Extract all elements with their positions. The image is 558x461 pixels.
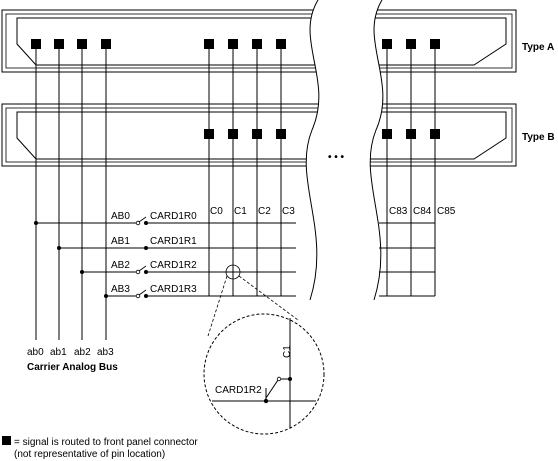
pin bbox=[382, 129, 392, 139]
zoom-column-label: C1 bbox=[282, 345, 293, 358]
switch-label-ab0: AB0 bbox=[111, 211, 130, 222]
switch-ab3 bbox=[135, 289, 148, 299]
diagram-break bbox=[305, 0, 384, 301]
bus-label-ab3: ab3 bbox=[97, 347, 114, 358]
bus-switches bbox=[135, 216, 148, 299]
pin bbox=[252, 129, 262, 139]
pin bbox=[228, 39, 238, 49]
switch-label-ab1: AB1 bbox=[111, 236, 130, 247]
bus-taps bbox=[34, 221, 146, 298]
pin bbox=[276, 39, 286, 49]
type-a-pins bbox=[31, 39, 440, 49]
row-label-r2: CARD1R2 bbox=[150, 260, 197, 271]
connector-type-b bbox=[1, 103, 517, 167]
column-label-c85: C85 bbox=[437, 206, 456, 217]
bus-label-ab0: ab0 bbox=[27, 347, 44, 358]
pin bbox=[101, 39, 111, 49]
row-label-r3: CARD1R3 bbox=[150, 284, 197, 295]
pin bbox=[276, 129, 286, 139]
row-label-r1: CARD1R1 bbox=[150, 236, 197, 247]
column-label-c84: C84 bbox=[413, 206, 432, 217]
pin bbox=[430, 39, 440, 49]
switch-ab1 bbox=[144, 246, 148, 250]
switch-label-ab2: AB2 bbox=[111, 260, 130, 271]
ellipsis: • • • bbox=[328, 152, 345, 163]
pin bbox=[77, 39, 87, 49]
pin bbox=[54, 39, 64, 49]
column-wires bbox=[208, 44, 436, 296]
legend-line-1: = signal is routed to front panel connec… bbox=[14, 437, 198, 448]
pin bbox=[228, 129, 238, 139]
zoom-row-label: CARD1R2 bbox=[215, 385, 262, 396]
type-a-label: Type A bbox=[522, 42, 554, 53]
column-label-c3: C3 bbox=[282, 206, 295, 217]
legend-line-2: (not representative of pin location) bbox=[14, 449, 165, 460]
connector-type-a bbox=[1, 9, 517, 73]
bus-label-ab2: ab2 bbox=[74, 347, 91, 358]
legend bbox=[2, 436, 11, 445]
column-label-c1: C1 bbox=[234, 206, 247, 217]
row-label-r0: CARD1R0 bbox=[150, 211, 197, 222]
legend-pin-swatch bbox=[2, 436, 11, 445]
bus-wires bbox=[35, 44, 107, 340]
pin bbox=[252, 39, 262, 49]
pin bbox=[406, 39, 416, 49]
column-label-c83: C83 bbox=[389, 206, 408, 217]
switch-label-ab3: AB3 bbox=[111, 284, 130, 295]
switch-ab0 bbox=[135, 216, 148, 226]
switch-ab2 bbox=[135, 265, 148, 275]
zoom-detail bbox=[203, 264, 325, 435]
bus-label-ab1: ab1 bbox=[50, 347, 67, 358]
pin bbox=[382, 39, 392, 49]
pin bbox=[31, 39, 41, 49]
pin bbox=[406, 129, 416, 139]
pin bbox=[430, 129, 440, 139]
column-label-c2: C2 bbox=[258, 206, 271, 217]
type-b-pins bbox=[204, 129, 440, 139]
type-b-label: Type B bbox=[522, 132, 555, 143]
pin bbox=[204, 129, 214, 139]
column-label-c0: C0 bbox=[210, 206, 223, 217]
pin bbox=[204, 39, 214, 49]
bus-title: Carrier Analog Bus bbox=[27, 362, 118, 373]
